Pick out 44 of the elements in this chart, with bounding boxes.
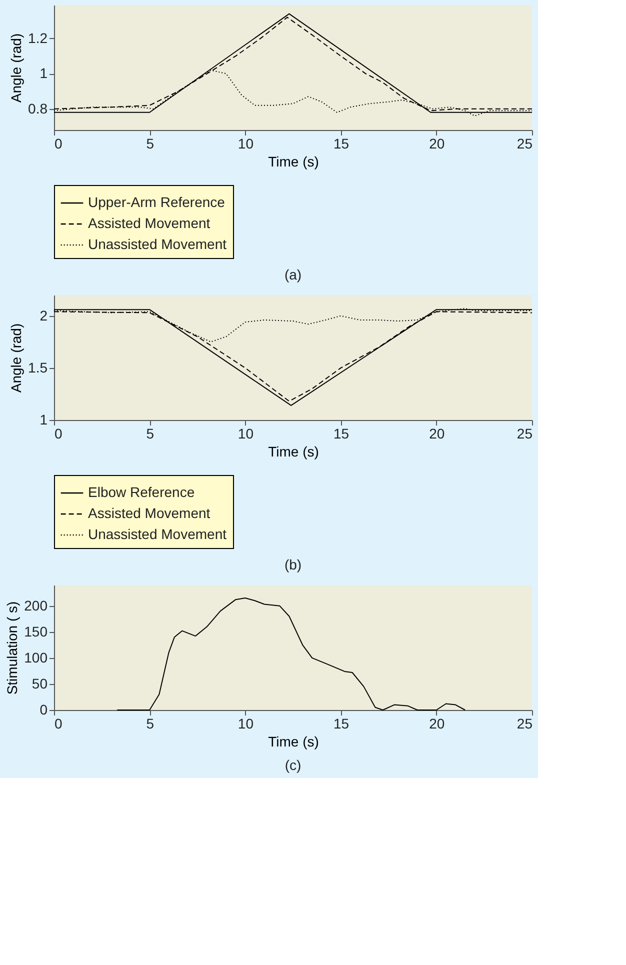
text: (a) [284, 266, 302, 282]
x-tick-label: 10 [238, 136, 254, 152]
y-tick-label: 0 [40, 702, 48, 718]
y-tick-label: 1 [40, 412, 48, 428]
y-tick-label: 200 [24, 597, 48, 614]
legend-label: Assisted Movement [88, 505, 210, 521]
x-tick-label: 0 [54, 136, 62, 152]
x-axis-title: Time (s) [268, 154, 319, 170]
y-tick-label: 2 [40, 307, 48, 324]
x-tick-label: 20 [429, 136, 445, 152]
legend-label: Unassisted Movement [88, 526, 227, 542]
y-tick-label: 100 [24, 649, 48, 666]
x-tick-label: 5 [146, 136, 154, 152]
text: (c) [284, 757, 302, 773]
x-tick-label: 15 [334, 426, 350, 442]
y-tick-label: 1.2 [28, 30, 48, 46]
y-axis-title: Angle (rad) [8, 33, 24, 103]
x-axis-title: Time (s) [268, 734, 319, 750]
y-tick-label: 150 [24, 623, 48, 640]
legend-label: Unassisted Movement [88, 236, 227, 252]
x-tick-label: 20 [429, 716, 445, 732]
y-axis-title: Stimulation ( s) [4, 601, 20, 695]
x-tick-label: 5 [146, 426, 154, 442]
x-tick-label: 25 [516, 136, 533, 152]
y-axis-title: Angle (rad) [8, 323, 24, 393]
y-tick-label: 1 [40, 65, 48, 82]
legend-label: Upper-Arm Reference [88, 194, 226, 210]
x-tick-label: 0 [54, 716, 62, 732]
x-tick-label: 20 [429, 426, 445, 442]
x-tick-label: 10 [238, 426, 254, 442]
legend-label: Elbow Reference [88, 484, 195, 500]
y-tick-label: 0.8 [28, 100, 48, 116]
x-tick-label: 15 [334, 716, 350, 732]
x-axis-title: Time (s) [268, 444, 319, 460]
text: (b) [284, 556, 302, 572]
legend-label: Assisted Movement [88, 215, 210, 231]
x-tick-label: 10 [238, 716, 254, 732]
x-tick-label: 5 [146, 716, 154, 732]
y-tick-label: 50 [32, 675, 48, 692]
x-tick-label: 25 [516, 716, 533, 732]
x-tick-label: 0 [54, 426, 62, 442]
x-tick-label: 15 [334, 136, 350, 152]
x-tick-label: 25 [516, 426, 533, 442]
y-tick-label: 1.5 [28, 359, 48, 376]
